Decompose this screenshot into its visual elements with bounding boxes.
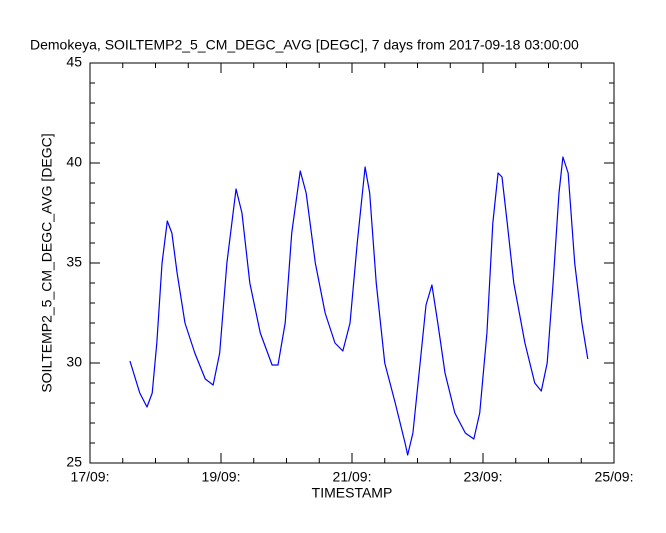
x-tick-label: 23/09: <box>464 469 503 485</box>
y-tick-label: 25 <box>66 454 82 470</box>
y-tick-label: 30 <box>66 354 82 370</box>
x-axis-label: TIMESTAMP <box>312 485 393 501</box>
chart-title: Demokeya, SOILTEMP2_5_CM_DEGC_AVG [DEGC]… <box>30 37 579 53</box>
plot-frame <box>89 62 615 464</box>
y-tick-label: 35 <box>66 254 82 270</box>
x-tick-label: 21/09: <box>333 469 372 485</box>
y-tick-label: 40 <box>66 154 82 170</box>
x-tick-label: 19/09: <box>202 469 241 485</box>
x-tick-label: 25/09: <box>595 469 634 485</box>
x-tick-label: 17/09: <box>71 469 110 485</box>
y-tick-label: 45 <box>66 54 82 70</box>
data-line <box>129 156 589 456</box>
y-axis-label: SOILTEMP2_5_CM_DEGC_AVG [DEGC] <box>39 133 55 392</box>
